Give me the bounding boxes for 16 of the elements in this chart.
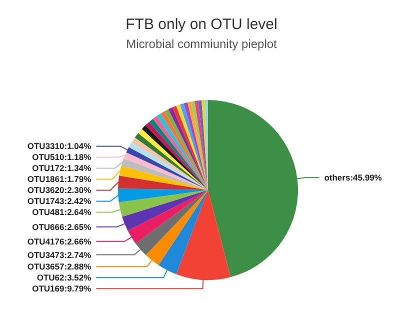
slice-label: OTU4176:2.66%: [27, 236, 92, 246]
chart-title: FTB only on OTU level: [126, 16, 278, 33]
slice-label: OTU172:1.34%: [32, 163, 92, 174]
slice-label: OTU169:9.79%: [32, 284, 92, 294]
slice-label: OTU481:2.64%: [32, 207, 92, 218]
slice-label: OTU3620:2.30%: [27, 185, 92, 196]
slice-label: others:45.99%: [324, 172, 382, 183]
slice-label: OTU666:2.65%: [32, 222, 92, 232]
slice-label: OTU62:3.52%: [36, 272, 92, 283]
slice-label: OTU510:1.18%: [32, 152, 92, 162]
slice-label: OTU1861:1.79%: [27, 174, 92, 184]
slice-label: OTU3310:1.04%: [27, 141, 92, 152]
slice-label: OTU3657:2.88%: [27, 262, 92, 272]
slice-label: OTU1743:2.42%: [27, 196, 92, 206]
slice-label: OTU3473:2.74%: [27, 250, 92, 260]
chart-subtitle: Microbial commiunity pieplot: [126, 37, 278, 51]
